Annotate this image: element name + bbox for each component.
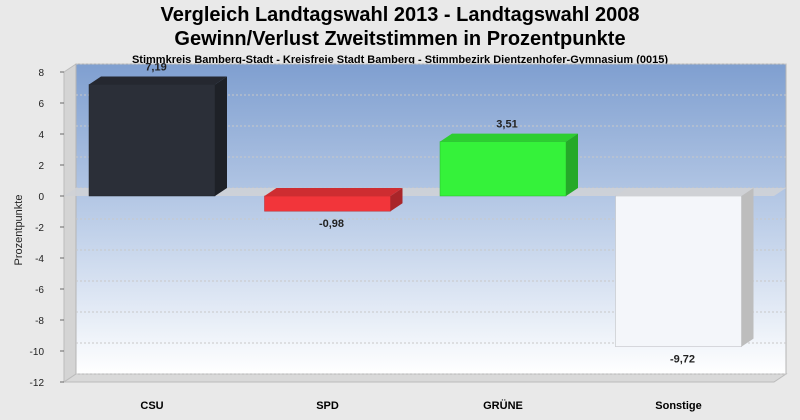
chart-title: Vergleich Landtagswahl 2013 - Landtagswa… bbox=[160, 4, 640, 26]
plot-side-wall bbox=[63, 63, 77, 383]
plot-floor bbox=[62, 373, 788, 383]
bar-top bbox=[89, 76, 227, 85]
bar-side bbox=[741, 188, 754, 347]
data-label: 3,51 bbox=[496, 119, 517, 131]
y-tick-label: -8 bbox=[35, 316, 44, 327]
bar-front bbox=[88, 84, 216, 197]
bar-side bbox=[390, 188, 403, 212]
y-tick-label: -10 bbox=[30, 347, 45, 358]
bar-grüne bbox=[439, 133, 578, 197]
y-tick-label: -2 bbox=[35, 223, 44, 234]
data-label: -0,98 bbox=[319, 218, 344, 230]
data-label: -9,72 bbox=[670, 354, 695, 366]
x-tick-label: CSU bbox=[140, 400, 163, 412]
zero-plane bbox=[64, 188, 786, 196]
bar-top bbox=[615, 188, 754, 196]
bar-spd bbox=[264, 188, 403, 212]
y-tick-label: 0 bbox=[38, 192, 44, 203]
bar-top bbox=[440, 133, 578, 142]
bar-sonstige bbox=[615, 188, 754, 347]
y-tick-label: 4 bbox=[38, 130, 44, 141]
chart-subtitle: Gewinn/Verlust Zweitstimmen in Prozentpu… bbox=[174, 28, 626, 50]
y-axis-label: Prozentpunkte bbox=[13, 195, 25, 266]
bar-side bbox=[566, 133, 578, 196]
data-label: 7,19 bbox=[145, 62, 166, 74]
bar-front bbox=[615, 195, 742, 347]
y-tick-label: -4 bbox=[35, 254, 44, 265]
x-tick-label: Sonstige bbox=[655, 400, 701, 412]
y-tick-label: -12 bbox=[30, 378, 45, 389]
bar-csu bbox=[88, 76, 227, 197]
bar-front bbox=[439, 141, 567, 197]
bar-top bbox=[264, 188, 403, 196]
bar-front bbox=[264, 195, 391, 212]
y-tick-label: 6 bbox=[38, 99, 44, 110]
x-tick-label: GRÜNE bbox=[483, 399, 523, 412]
y-tick-label: -6 bbox=[35, 285, 44, 296]
y-tick-label: 8 bbox=[38, 68, 44, 79]
x-tick-label: SPD bbox=[316, 400, 339, 412]
chart-location: Stimmkreis Bamberg-Stadt - Kreisfreie St… bbox=[131, 54, 669, 66]
y-tick-label: 2 bbox=[38, 161, 44, 172]
bar-side bbox=[215, 76, 227, 196]
